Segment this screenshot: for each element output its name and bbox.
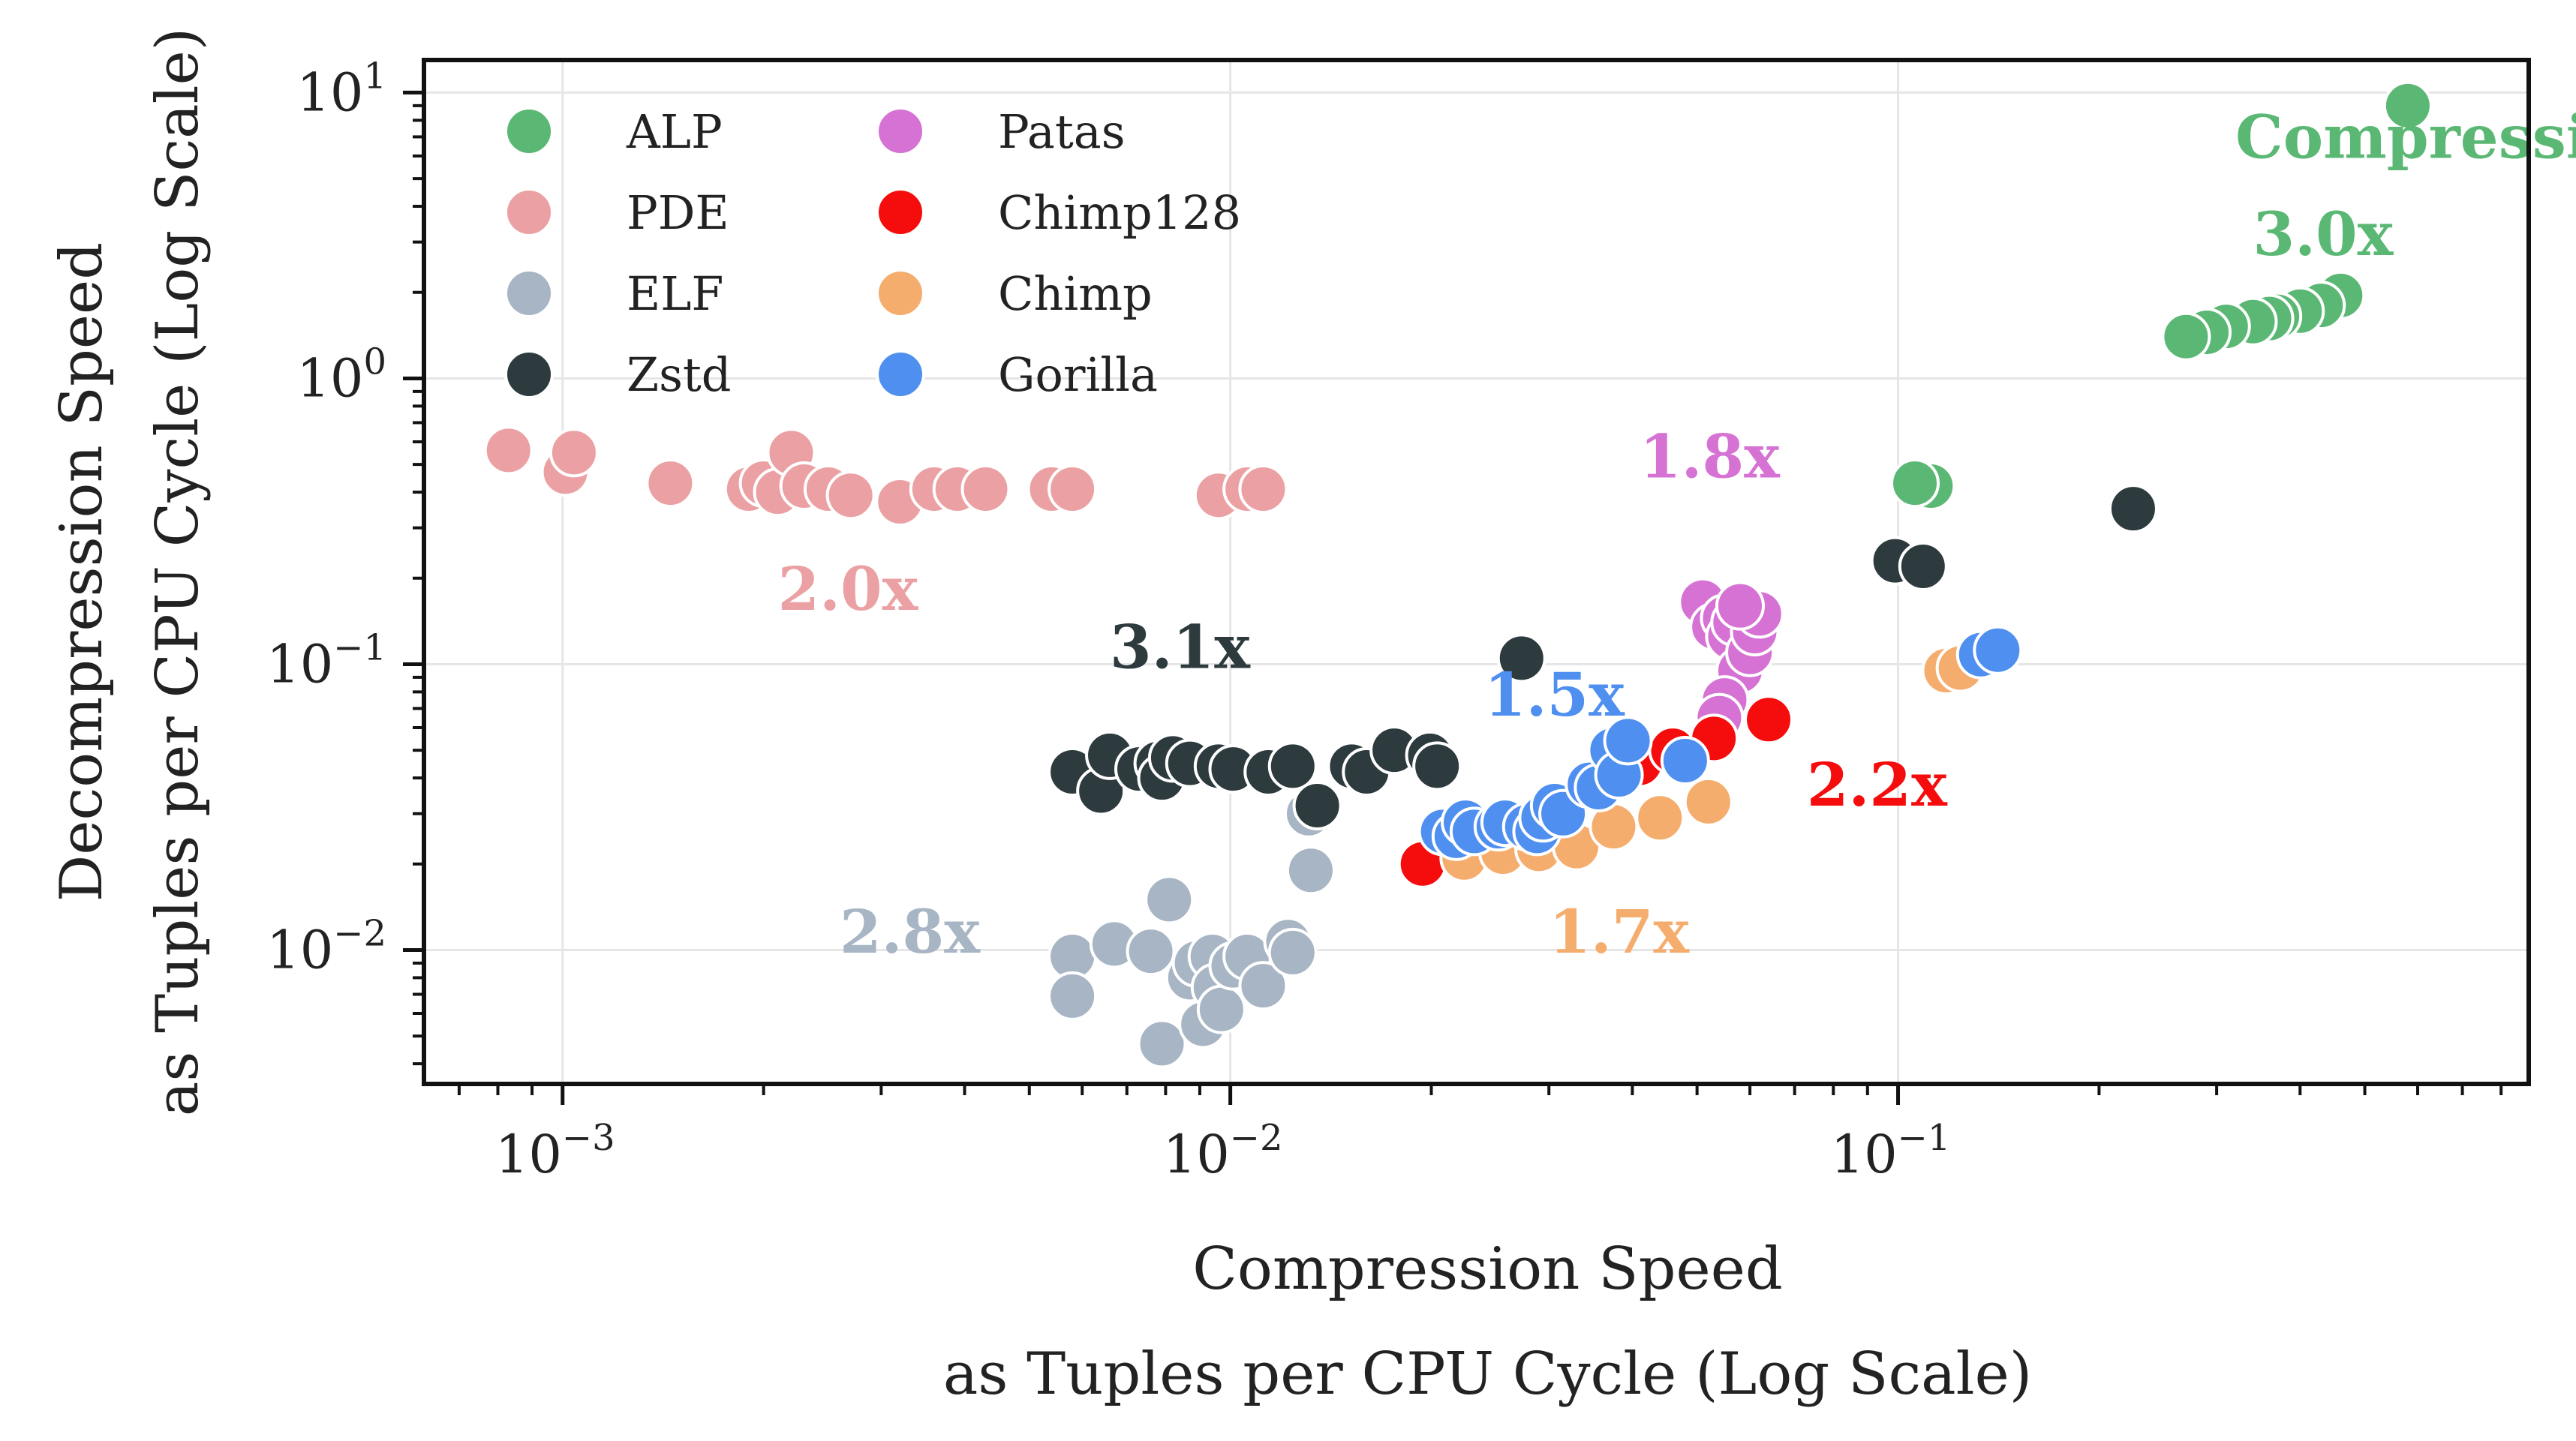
point-elf: [1137, 1019, 1187, 1069]
legend-marker-pde: [504, 188, 554, 237]
ratio-label: 2.2x: [1807, 749, 1948, 820]
point-alp: [2382, 80, 2433, 131]
point-alp: [1890, 458, 1940, 509]
ratio-label: 1.8x: [1640, 422, 1781, 492]
point-elf: [1267, 927, 1318, 977]
point-patas: [1715, 581, 1765, 631]
point-elf: [1196, 984, 1246, 1034]
point-zstd: [1496, 633, 1547, 683]
tick-exponent: 1: [363, 55, 386, 97]
ratio-annotations: Compression Ratio: 3.0x 2.0x 3.1x 1.8x 1.5x 2.…: [777, 102, 2576, 967]
legend-label-chimp: Chimp: [998, 266, 1153, 321]
legend-marker-gorilla: [876, 350, 925, 399]
point-chimp: [1683, 776, 1733, 827]
ratio-label: Compression Ratio:: [2235, 102, 2576, 173]
ratio-label: 1.5x: [1484, 659, 1625, 730]
legend-label-zstd: Zstd: [627, 347, 732, 402]
tick-exponent: −2: [333, 912, 386, 954]
point-elf: [1238, 961, 1288, 1011]
point-alp: [2161, 311, 2211, 362]
legend-label-patas: Patas: [998, 104, 1126, 159]
point-pde: [825, 470, 876, 521]
legend-label-chimp128: Chimp128: [998, 185, 1241, 240]
legend-label-elf: ELF: [627, 266, 723, 321]
tick-exponent: −1: [333, 626, 386, 668]
tick-exponent: −1: [1898, 1117, 1951, 1159]
point-zstd: [1267, 741, 1318, 791]
point-zstd: [1412, 741, 1462, 791]
point-zstd: [1898, 541, 1948, 591]
legend-marker-chimp: [876, 269, 925, 318]
point-chimp128: [1744, 695, 1794, 745]
point-gorilla: [1660, 735, 1710, 785]
point-elf: [1126, 926, 1176, 977]
legend-marker-zstd: [504, 350, 554, 399]
point-pde: [645, 458, 696, 509]
data-points: [483, 80, 2433, 1069]
legend-marker-alp: [504, 107, 554, 156]
legend-marker-elf: [504, 269, 554, 318]
ratio-label: 2.8x: [840, 896, 981, 967]
ratio-label: 1.7x: [1549, 896, 1690, 967]
ratio-label: 2.0x: [777, 554, 918, 624]
y-axis-title: as Tuples per CPU Cycle (Log Scale): [144, 28, 212, 1116]
point-gorilla: [1973, 625, 2023, 675]
x-tick-label: 10−3: [495, 1117, 615, 1185]
y-axis-title: Decompression Speed: [48, 242, 116, 902]
point-elf: [1144, 875, 1195, 925]
point-pde: [1238, 464, 1288, 514]
point-pde: [483, 425, 534, 476]
legend-label-pde: PDE: [627, 185, 729, 240]
point-zstd: [2108, 484, 2158, 534]
tick-exponent: −3: [562, 1117, 615, 1159]
legend: ALP PDE ELF Zstd Patas Chimp128 Chimp Gorilla: [504, 104, 1241, 402]
point-chimp: [1635, 793, 1685, 843]
tick-exponent: 0: [363, 341, 386, 383]
point-pde: [549, 428, 599, 478]
tick-exponent: −2: [1230, 1117, 1283, 1159]
legend-marker-chimp128: [876, 188, 925, 237]
x-axis-title: Compression Speed: [1192, 1235, 1783, 1303]
ratio-label: 3.0x: [2253, 199, 2394, 269]
point-pde: [960, 464, 1011, 514]
legend-label-alp: ALP: [626, 104, 723, 159]
grid-lines: [424, 60, 2529, 1084]
axis-titles: Compression Speed as Tuples per CPU Cycle…: [48, 28, 2032, 1408]
legend-label-gorilla: Gorilla: [998, 347, 1158, 402]
point-zstd: [1292, 781, 1342, 831]
y-tick-label: 10−1: [266, 626, 386, 695]
point-elf: [1285, 845, 1336, 896]
ratio-label: 3.1x: [1110, 612, 1251, 683]
point-elf: [1048, 971, 1098, 1021]
legend-marker-patas: [876, 107, 925, 156]
point-gorilla: [1603, 716, 1653, 766]
plot-frame: [422, 58, 2531, 1086]
point-pde: [1048, 464, 1098, 514]
x-axis-title: as Tuples per CPU Cycle (Log Scale): [943, 1340, 2032, 1408]
